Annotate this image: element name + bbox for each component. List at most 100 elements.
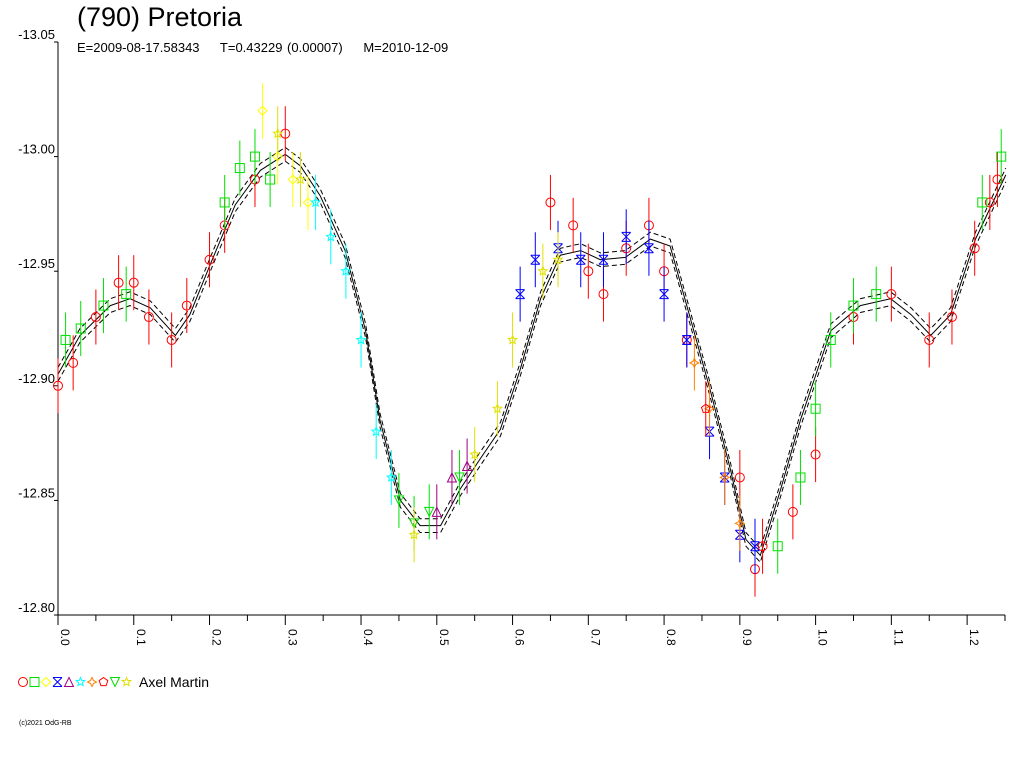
data-point xyxy=(355,334,367,345)
legend-symbol-orange-star4 xyxy=(86,676,98,688)
data-point xyxy=(810,403,821,414)
data-point xyxy=(340,265,352,276)
data-point xyxy=(53,380,63,391)
series-orange-star4 xyxy=(688,335,746,551)
data-point xyxy=(598,254,609,265)
data-point xyxy=(507,334,519,345)
y-tick-label: -13.00 xyxy=(18,142,55,157)
x-tick-label: 0.9 xyxy=(740,629,754,646)
data-point xyxy=(181,300,192,311)
data-point xyxy=(924,334,935,345)
data-point xyxy=(825,334,836,345)
chart-title: (790) Pretoria xyxy=(77,2,243,32)
x-tick-label: 0.7 xyxy=(588,629,602,646)
legend-symbols xyxy=(18,676,133,688)
x-tick-label: 0.2 xyxy=(210,629,224,646)
x-tick-label: 1.0 xyxy=(816,629,830,646)
x-tick-label: 1.1 xyxy=(891,629,905,646)
data-point xyxy=(408,529,420,540)
data-point xyxy=(60,334,71,345)
model-band-lower xyxy=(57,160,1007,564)
data-point xyxy=(659,289,669,300)
data-point xyxy=(166,334,177,345)
legend-symbol-yellow-diamond xyxy=(40,676,52,688)
data-point xyxy=(446,471,458,483)
x-tick-label: 0.0 xyxy=(58,629,72,646)
legend-symbol-green-square xyxy=(29,677,40,687)
data-point xyxy=(848,300,859,311)
data-point xyxy=(98,300,109,311)
data-point xyxy=(431,506,443,517)
legend-symbol-purple-triangle xyxy=(63,676,75,687)
y-tick-label: -12.80 xyxy=(18,600,55,615)
data-point xyxy=(325,230,337,242)
data-point xyxy=(272,127,284,139)
data-point xyxy=(530,254,541,265)
data-point xyxy=(992,174,1003,185)
data-point xyxy=(491,402,503,414)
data-point xyxy=(143,312,154,323)
series-red-pentagon xyxy=(700,381,711,437)
data-point xyxy=(787,506,798,517)
data-point xyxy=(575,254,586,265)
data-point xyxy=(886,289,897,300)
legend-symbol-yellow-star xyxy=(120,676,133,687)
data-point xyxy=(977,197,988,208)
x-tick-label: 0.6 xyxy=(513,629,527,646)
copyright: (c)2021 OdG-RB xyxy=(19,720,72,727)
data-point xyxy=(996,151,1007,162)
data-point xyxy=(454,472,465,484)
data-point xyxy=(68,357,79,368)
series-blue-cross xyxy=(515,209,760,574)
legend-symbol-red-circle xyxy=(18,677,28,687)
data-point xyxy=(598,289,609,300)
data-point xyxy=(469,448,481,460)
data-point xyxy=(219,197,230,208)
chart-subtitle: E=2009-08-17.58343 T=0.43229 (0.00007) M… xyxy=(77,40,464,55)
data-point xyxy=(568,220,579,231)
series-cyan-star xyxy=(310,174,397,505)
x-tick-label: 1.2 xyxy=(967,629,981,646)
y-tick-label: -13.05 xyxy=(18,27,55,42)
data-point xyxy=(700,403,711,413)
legend-symbol-green-triangle-down xyxy=(109,677,121,688)
legend-symbol-blue-cross xyxy=(52,677,63,687)
series-yellow-star xyxy=(272,106,564,563)
data-point xyxy=(370,425,382,437)
y-tick-label: -12.90 xyxy=(18,371,55,386)
legend-symbol-cyan-star xyxy=(74,676,87,687)
data-point xyxy=(810,449,821,460)
data-point xyxy=(90,312,101,323)
series-green-square xyxy=(60,129,1007,574)
data-point xyxy=(393,495,405,507)
model-curve xyxy=(57,153,1007,557)
epoch-label: E=2009-08-17.58343 xyxy=(77,40,200,55)
data-point xyxy=(310,196,322,208)
data-point xyxy=(772,541,783,552)
x-tick-label: 0.4 xyxy=(361,629,375,646)
data-point xyxy=(795,472,806,483)
data-point xyxy=(757,541,768,552)
data-point xyxy=(537,265,549,276)
data-point xyxy=(703,403,716,415)
series-purple-triangle xyxy=(431,438,473,540)
data-point xyxy=(423,506,435,518)
data-point xyxy=(734,517,746,529)
data-point xyxy=(946,312,957,323)
data-point xyxy=(294,173,306,185)
data-point xyxy=(583,266,594,277)
data-point xyxy=(719,471,731,484)
mid-date-label: M=2010-12-09 xyxy=(363,40,449,55)
x-tick-label: 0.8 xyxy=(664,629,678,646)
data-point xyxy=(969,243,980,254)
data-point xyxy=(621,231,632,242)
data-point xyxy=(249,151,260,162)
data-point xyxy=(234,163,245,174)
data-point xyxy=(681,334,692,345)
legend-symbol-red-pentagon xyxy=(98,676,109,687)
data-point xyxy=(257,105,268,116)
data-point xyxy=(204,254,215,265)
legend: Axel Martin xyxy=(17,674,209,690)
x-tick-label: 0.3 xyxy=(285,629,299,646)
